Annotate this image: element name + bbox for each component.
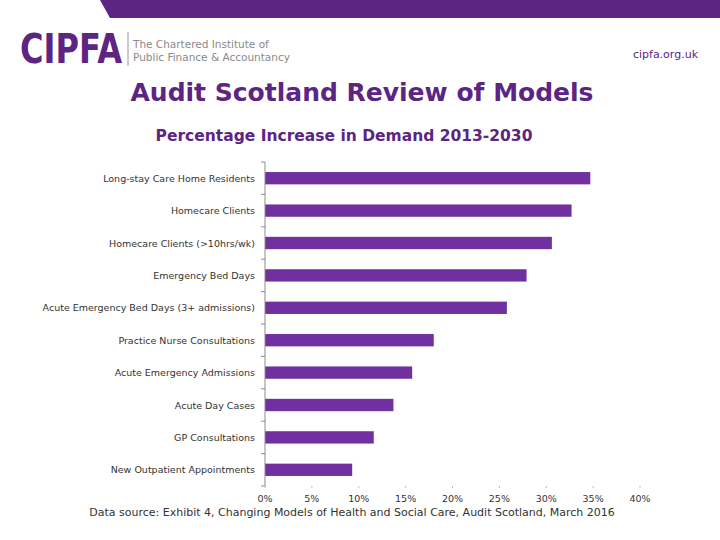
bar	[265, 464, 352, 476]
x-tick-label: 40%	[629, 493, 650, 504]
bar	[265, 172, 590, 184]
x-tick	[311, 486, 312, 488]
x-tick-label: 30%	[536, 493, 557, 504]
category-tick	[261, 259, 265, 260]
category-tick	[261, 356, 265, 357]
source-note: Data source: Exhibit 4, Changing Models …	[89, 506, 615, 519]
category-label: Acute Day Cases	[175, 400, 255, 411]
category-tick	[261, 324, 265, 325]
bar	[265, 302, 507, 314]
bar	[265, 334, 434, 346]
category-label: GP Consultations	[174, 432, 255, 443]
x-tick-label: 25%	[489, 493, 510, 504]
url: cipfa.org.uk	[633, 48, 699, 61]
bar	[265, 399, 393, 411]
x-tick-label: 35%	[583, 493, 604, 504]
category-tick	[261, 162, 265, 163]
category-label: Acute Emergency Admissions	[115, 367, 255, 378]
category-tick	[261, 388, 265, 389]
category-tick	[261, 226, 265, 227]
category-label: Acute Emergency Bed Days (3+ admissions)	[43, 302, 255, 313]
x-tick-label: 20%	[442, 493, 463, 504]
logo: CIPFA	[20, 26, 122, 72]
category-label: Practice Nurse Consultations	[118, 335, 255, 346]
slide: CIPFA The Chartered Institute ofPublic Fi…	[0, 0, 720, 540]
x-tick-label: 5%	[304, 493, 319, 504]
x-tick-label: 0%	[257, 493, 272, 504]
org-line: The Chartered Institute of	[132, 38, 269, 50]
category-label: Homecare Clients (>10hrs/wk)	[109, 238, 255, 249]
x-tick	[640, 486, 641, 488]
org-line: Public Finance & Accountancy	[133, 51, 290, 63]
x-tick	[546, 486, 547, 488]
category-tick	[261, 291, 265, 292]
x-tick	[499, 486, 500, 488]
x-tick-label: 15%	[395, 493, 416, 504]
category-label: Emergency Bed Days	[153, 270, 255, 281]
x-tick	[593, 486, 594, 488]
bar	[265, 237, 552, 249]
slide-title: Audit Scotland Review of Models	[131, 78, 594, 107]
category-tick	[261, 486, 265, 487]
category-tick	[261, 421, 265, 422]
category-label: Long-stay Care Home Residents	[103, 173, 255, 184]
category-tick	[261, 453, 265, 454]
logo-divider	[128, 32, 129, 66]
bar	[265, 366, 412, 378]
header-band	[100, 0, 720, 18]
category-label: Homecare Clients	[171, 205, 255, 216]
chart-title: Percentage Increase in Demand 2013-2030	[156, 127, 533, 145]
bar	[265, 431, 374, 443]
x-tick-label: 10%	[348, 493, 369, 504]
category-tick	[261, 194, 265, 195]
x-tick	[452, 486, 453, 488]
x-tick	[405, 486, 406, 488]
x-tick	[265, 486, 266, 488]
category-label: New Outpatient Appointments	[111, 464, 255, 475]
bar	[265, 269, 527, 281]
bar	[265, 204, 572, 216]
canvas: CIPFA The Chartered Institute ofPublic Fi…	[0, 0, 720, 540]
x-tick	[358, 486, 359, 488]
bars	[265, 172, 590, 476]
